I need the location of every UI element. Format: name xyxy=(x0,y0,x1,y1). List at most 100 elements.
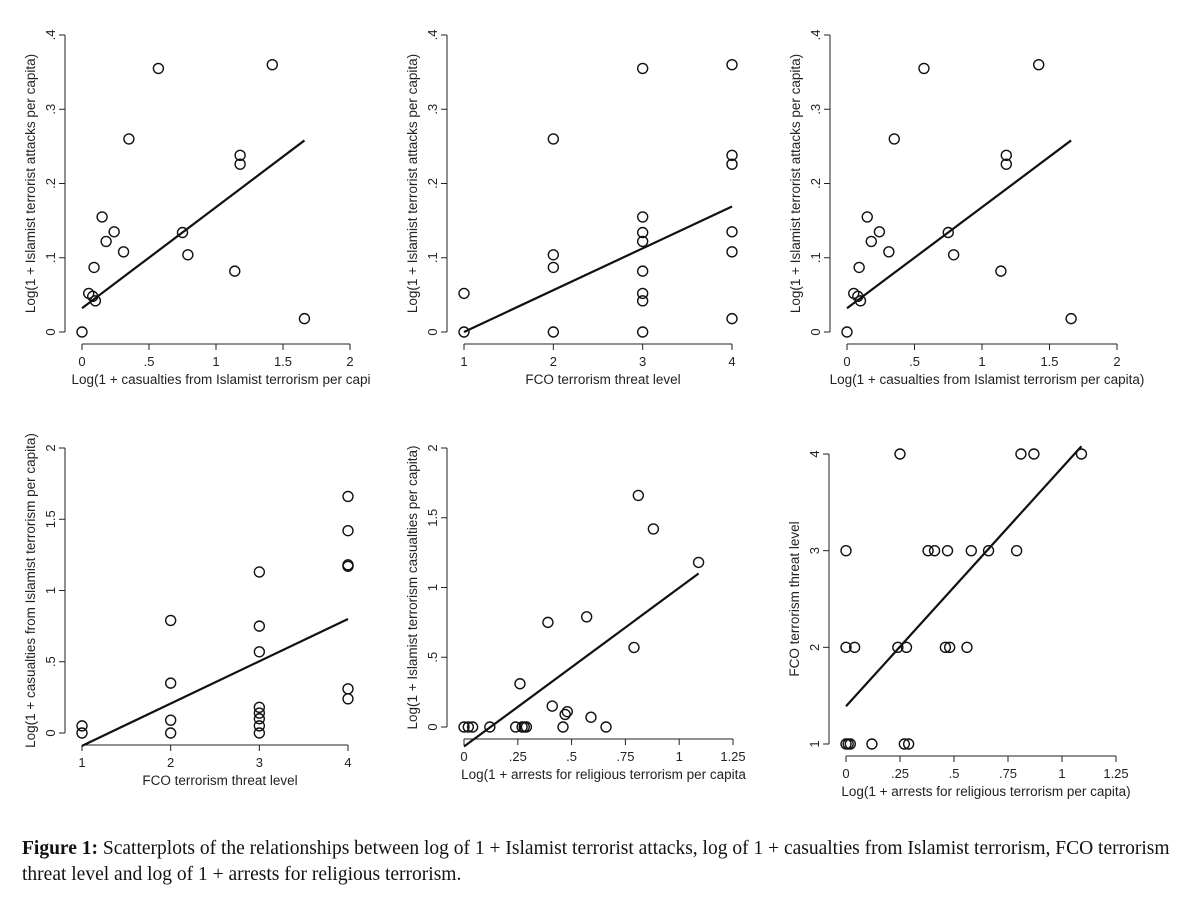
data-point xyxy=(636,235,649,248)
data-point xyxy=(941,544,954,557)
x-tick-label: .25 xyxy=(509,749,527,764)
y-tick-label: .1 xyxy=(43,252,58,263)
data-point xyxy=(726,226,738,238)
data-point xyxy=(726,158,738,170)
data-point xyxy=(866,738,878,750)
y-tick-label: 1.5 xyxy=(43,510,58,528)
x-axis-title: Log(1 + arrests for religious terrorism … xyxy=(461,767,746,782)
data-point xyxy=(726,149,738,161)
y-tick-label: 1.5 xyxy=(425,509,440,527)
data-point xyxy=(942,226,954,239)
x-tick-label: 3 xyxy=(639,354,646,369)
x-axis-title: FCO terrorism threat level xyxy=(525,372,680,387)
data-point xyxy=(1065,312,1077,325)
data-point xyxy=(1010,544,1023,557)
y-axis-title: FCO terrorism threat level xyxy=(787,521,802,676)
y-tick-label: 0 xyxy=(808,328,823,335)
data-point xyxy=(965,544,977,557)
x-axis-title: Log(1 + casualties from Islamist terrori… xyxy=(72,372,371,387)
data-point xyxy=(580,611,593,623)
fit-line xyxy=(81,618,349,747)
data-point xyxy=(342,524,354,537)
data-point xyxy=(726,58,738,71)
x-axis-title: Log(1 + casualties from Islamist terrori… xyxy=(830,372,1145,387)
data-point xyxy=(547,261,560,274)
figure-caption: Figure 1: Scatterplots of the relationsh… xyxy=(22,836,1182,888)
y-tick-label: 1 xyxy=(425,584,440,591)
data-point xyxy=(509,721,522,733)
data-point xyxy=(647,523,660,535)
data-point xyxy=(298,312,311,325)
y-tick-label: 3 xyxy=(807,547,822,554)
x-axis-title: Log(1 + arrests for religious terrorism … xyxy=(841,784,1130,799)
data-point xyxy=(76,727,88,739)
data-point xyxy=(726,312,738,325)
data-point xyxy=(342,693,354,705)
data-point xyxy=(520,721,533,733)
data-point xyxy=(1075,448,1088,460)
data-point xyxy=(883,246,895,258)
y-tick-label: 1 xyxy=(43,587,58,594)
y-tick-label: 0 xyxy=(425,328,440,335)
data-point xyxy=(888,133,900,145)
data-point xyxy=(947,249,960,261)
x-tick-label: .25 xyxy=(891,766,909,781)
data-point xyxy=(96,211,108,223)
data-point xyxy=(628,641,640,654)
x-tick-label: .75 xyxy=(616,749,634,764)
data-point xyxy=(726,246,738,258)
data-point xyxy=(88,261,100,274)
data-point xyxy=(108,226,120,238)
data-point xyxy=(117,246,130,258)
data-point xyxy=(865,235,877,248)
data-point xyxy=(484,721,496,733)
y-tick-label: 2 xyxy=(43,444,58,451)
data-point xyxy=(1000,158,1012,170)
data-point xyxy=(600,721,612,733)
x-axis-title: FCO terrorism threat level xyxy=(142,773,297,788)
scatter-panel-1: 0 .5 1 1.5 2 0 .1 .2 .3 .4 Log(1 + casualties from… xyxy=(23,30,370,387)
scatter-panel-6: 0 .25 .5 .75 1 1.25 1 2 3 4 Log(1 + arrests for re… xyxy=(787,445,1131,799)
x-tick-label: 4 xyxy=(344,755,351,770)
data-point xyxy=(861,211,873,223)
y-tick-label: .4 xyxy=(43,30,58,41)
data-point xyxy=(100,235,112,248)
x-tick-label: 4 xyxy=(728,354,735,369)
x-tick-label: 2 xyxy=(1113,354,1120,369)
scatter-panel-2: 1 2 3 4 0 .1 .2 .3 .4 FCO terrorism threat level L… xyxy=(405,30,738,387)
data-point xyxy=(928,544,941,557)
fit-line xyxy=(463,205,733,333)
data-point xyxy=(76,326,88,338)
data-point xyxy=(253,720,266,732)
fit-line xyxy=(463,572,700,748)
data-point xyxy=(961,641,973,654)
data-point xyxy=(342,683,354,695)
data-point xyxy=(253,707,266,719)
data-point xyxy=(1015,448,1027,460)
data-point xyxy=(892,641,904,654)
scatter-panel-3: 0 .5 1 1.5 2 0 .1 .2 .3 .4 Log(1 + casualties from… xyxy=(788,30,1144,387)
data-point xyxy=(636,211,649,223)
data-point xyxy=(561,705,573,718)
y-axis-title: Log(1 + Islamist terrorist attacks per c… xyxy=(788,54,803,313)
data-point xyxy=(182,249,194,261)
data-point xyxy=(636,295,649,307)
data-point xyxy=(514,678,526,690)
data-point xyxy=(152,62,165,75)
y-axis-title: Log(1 + Islamist terrorism casualties pe… xyxy=(405,446,420,730)
y-tick-label: .4 xyxy=(808,30,823,41)
data-point xyxy=(342,560,354,572)
data-point xyxy=(840,544,852,557)
data-point xyxy=(164,714,177,726)
data-point xyxy=(632,489,645,502)
data-point xyxy=(894,448,906,460)
data-point xyxy=(462,721,475,733)
y-axis-title: Log(1 + Islamist terrorist attacks per c… xyxy=(23,54,38,313)
data-point xyxy=(692,556,705,569)
data-point xyxy=(636,226,649,239)
y-tick-label: .5 xyxy=(425,652,440,663)
data-point xyxy=(982,544,995,557)
y-tick-label: 4 xyxy=(807,450,822,457)
data-point xyxy=(547,249,560,261)
y-tick-label: 2 xyxy=(807,644,822,651)
